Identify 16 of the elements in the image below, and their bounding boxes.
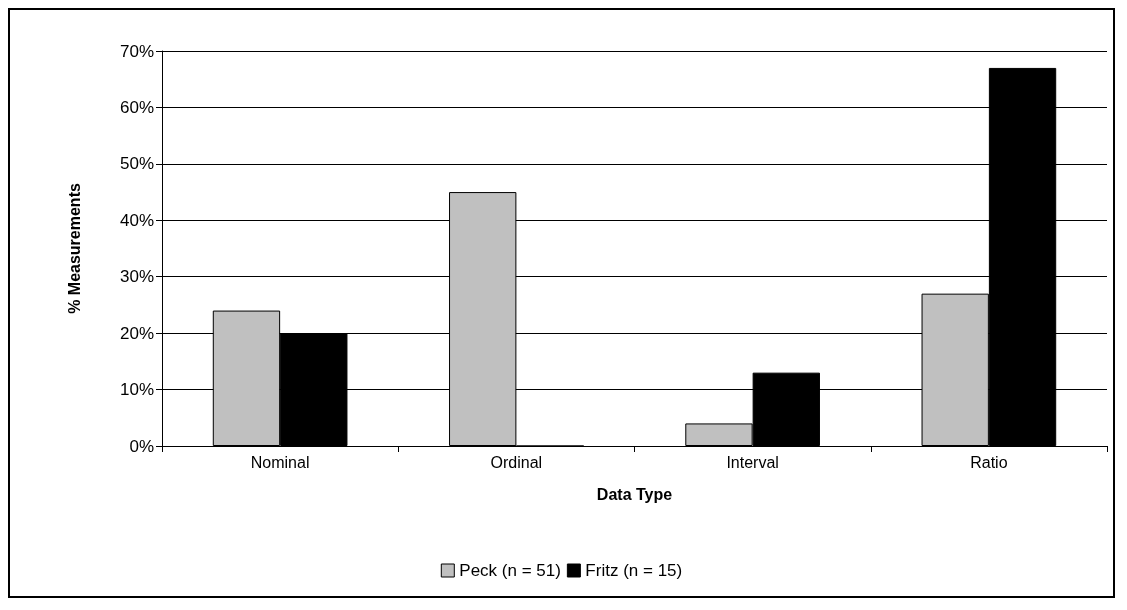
y-tick-label: 10% (119, 380, 154, 400)
legend-label: Fritz (n = 15) (585, 561, 683, 580)
y-tick-label: 20% (119, 323, 154, 343)
legend-label: Peck (n = 51) (459, 561, 561, 580)
y-tick-label: 0% (129, 436, 154, 456)
y-tick-label: 70% (119, 41, 154, 61)
y-tick-label: 60% (119, 97, 154, 117)
x-tick-label: Ordinal (490, 453, 543, 471)
y-axis-title: % Measurements (65, 183, 83, 314)
y-tick-label: 40% (119, 210, 154, 230)
x-tick-label: Interval (726, 453, 779, 471)
y-tick-label: 50% (119, 154, 154, 174)
x-tick-label: Ratio (970, 453, 1008, 471)
x-axis-title: Data Type (596, 485, 673, 503)
y-tick-label: 30% (119, 267, 154, 287)
x-tick-label: Nominal (250, 453, 310, 471)
